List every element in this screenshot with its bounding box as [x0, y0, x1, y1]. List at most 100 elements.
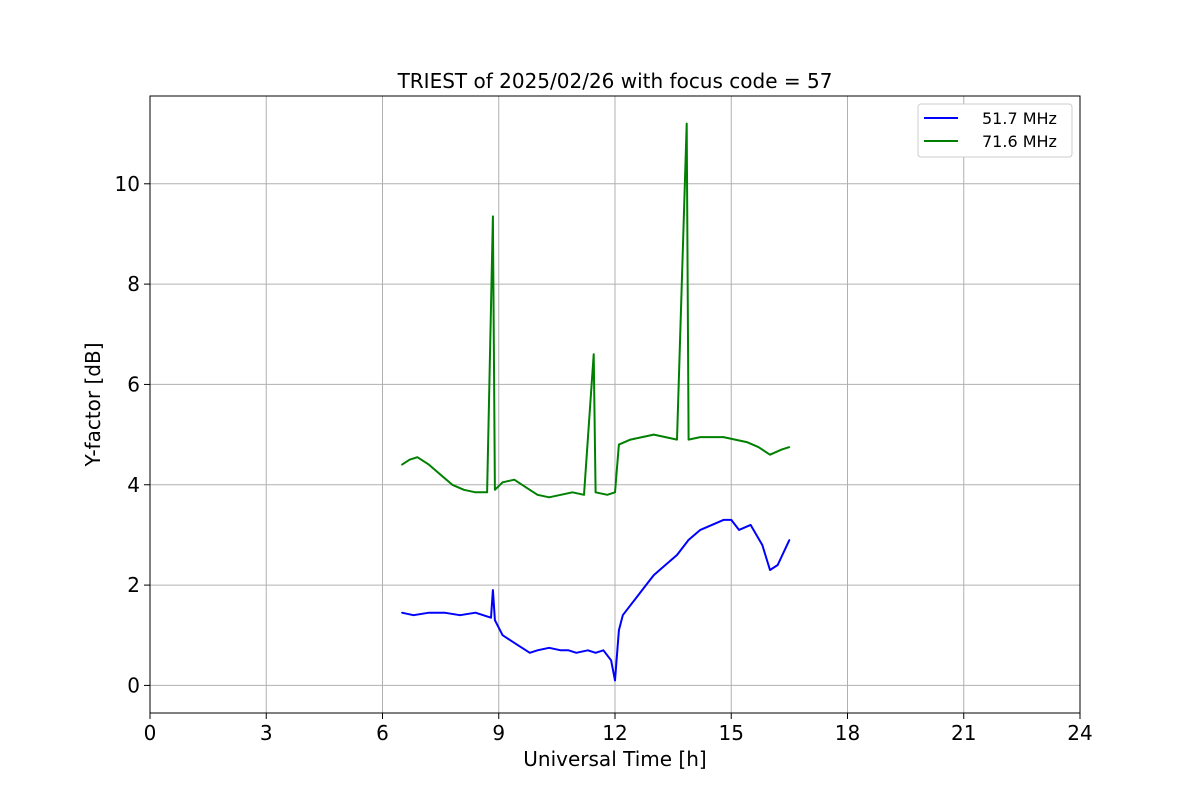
chart-title: TRIEST of 2025/02/26 with focus code = 5… [397, 69, 833, 93]
data-point [653, 574, 655, 576]
data-point [722, 519, 725, 521]
data-point [769, 569, 771, 571]
data-point [567, 649, 570, 652]
data-point [463, 489, 465, 491]
data-point [594, 652, 597, 654]
y-tick-label: 0 [127, 673, 140, 697]
data-point [428, 611, 430, 614]
x-tick-label: 6 [376, 721, 389, 745]
data-point [699, 436, 702, 438]
data-point [676, 438, 678, 441]
data-point [687, 438, 690, 441]
data-point [641, 436, 643, 438]
data-point [571, 491, 574, 494]
data-point [788, 539, 791, 541]
data-point [451, 484, 454, 486]
data-point [416, 456, 419, 459]
data-point [730, 519, 733, 521]
data-point [501, 634, 504, 636]
y-tick-label: 4 [127, 473, 140, 497]
data-point [757, 446, 760, 448]
data-point [560, 649, 562, 652]
data-point [685, 122, 688, 125]
data-point [494, 489, 496, 491]
data-point [492, 589, 494, 591]
series-line-1 [401, 518, 791, 682]
data-point [401, 611, 403, 614]
data-point [629, 438, 632, 441]
y-tick-label: 8 [127, 272, 140, 296]
y-tick-label: 2 [127, 573, 140, 597]
data-point [602, 649, 605, 652]
data-point [664, 436, 667, 438]
data-point [594, 491, 597, 494]
data-point [788, 446, 791, 448]
data-point [592, 353, 595, 356]
data-point [525, 486, 527, 489]
data-point [711, 436, 713, 438]
data-point [622, 614, 624, 616]
data-point [401, 463, 403, 466]
data-point [536, 494, 539, 496]
data-point [606, 494, 609, 496]
data-point [408, 458, 411, 461]
data-point [676, 554, 678, 556]
data-point [687, 539, 690, 541]
y-tick-label: 10 [115, 172, 140, 196]
data-point [474, 491, 477, 494]
legend-label: 51.7 MHz [982, 109, 1057, 128]
data-point [618, 629, 620, 631]
data-point [780, 448, 783, 451]
x-tick-label: 21 [951, 721, 976, 745]
x-tick-label: 12 [602, 721, 627, 745]
data-point [428, 463, 430, 466]
x-tick-label: 24 [1067, 721, 1092, 745]
data-point [490, 616, 492, 619]
data-point [614, 679, 616, 682]
data-point [548, 496, 550, 499]
data-point [746, 441, 748, 443]
x-axis-label: Universal Time [h] [523, 747, 706, 771]
data-point [439, 473, 442, 476]
data-point [653, 433, 655, 436]
series-line-2 [401, 122, 790, 499]
data-point [587, 649, 589, 652]
data-point [548, 647, 550, 649]
x-tick-label: 15 [719, 721, 744, 745]
data-point [494, 619, 496, 621]
legend: 51.7 MHz 71.6 MHz [917, 103, 1073, 158]
x-tick-label: 3 [260, 721, 273, 745]
data-point [492, 215, 494, 218]
data-point [501, 481, 504, 484]
data-point [474, 611, 477, 614]
data-point [443, 611, 446, 614]
data-point [618, 443, 620, 446]
y-axis-label: Y-factor [dB] [81, 342, 105, 467]
data-point [412, 614, 415, 616]
x-tick-label: 18 [835, 721, 860, 745]
data-point [769, 453, 771, 456]
data-point [734, 438, 736, 441]
data-point [560, 494, 562, 496]
data-point [610, 659, 612, 662]
data-point [529, 652, 531, 654]
data-point [614, 491, 616, 494]
series-layer [401, 122, 791, 682]
data-point [761, 544, 764, 546]
x-tick-label: 9 [492, 721, 505, 745]
data-point [509, 639, 512, 642]
data-point [513, 478, 516, 481]
data-point [711, 524, 713, 526]
data-point [517, 644, 519, 647]
x-tick-label: 0 [144, 721, 157, 745]
data-point [664, 564, 667, 566]
data-point [637, 594, 640, 596]
data-point [486, 491, 488, 494]
data-point [536, 649, 539, 652]
data-point [629, 604, 632, 606]
legend-label: 71.6 MHz [982, 132, 1057, 151]
data-point [583, 494, 585, 496]
data-point [722, 436, 725, 438]
